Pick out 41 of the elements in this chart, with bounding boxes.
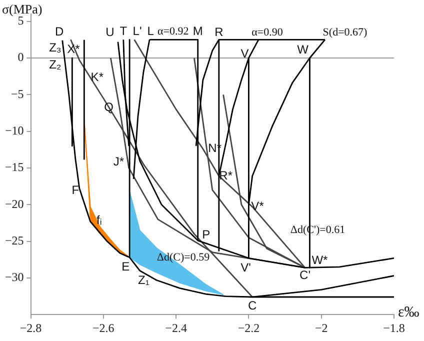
annotation: W* [312,252,328,267]
annotation: F [72,183,80,198]
annotation: M [192,24,203,38]
annotation: V [240,46,249,61]
annotation: Z₃ [49,40,62,54]
annotation: U [106,25,114,40]
annotation: P [202,228,210,242]
annotation: α=0.90 [252,26,284,39]
annotation: fᵢ [96,213,102,228]
annotation: R* [219,168,233,182]
y-tick-label: −25 [4,233,24,248]
annotation: V* [251,199,264,214]
annotation: Z₂ [49,57,62,72]
annotation: S(d=0.67) [322,26,368,39]
annotation: α=0.92 [158,26,189,38]
x-tick-label: −2.8 [20,320,42,335]
y-tick-label: 0 [18,50,24,64]
annotation: R [214,24,224,39]
annotation: Z₁ [138,272,150,287]
annotation: K* [90,70,104,84]
annotation: W [297,42,310,56]
annotation: D [55,24,64,39]
x-tick-label: −2 [314,320,328,335]
y-tick-label: −30 [4,270,24,284]
annotation: T [120,24,128,38]
annotation: E [122,260,130,274]
annotation: L' [132,24,142,38]
y-tick-label: −20 [4,196,24,211]
annotation: L [147,24,154,38]
annotation: J* [113,154,124,168]
x-tick-label: −2.6 [92,320,114,335]
annotation: C' [300,268,310,282]
annotation: C [248,298,258,312]
x-tick-label: −1.8 [383,320,405,335]
y-tick-label: −15 [4,160,24,174]
x-tick-label: −2.2 [238,320,260,335]
y-tick-label: −5 [10,86,24,101]
x-tick-label: −2.4 [165,320,187,335]
annotation: V' [240,260,251,274]
y-tick-label: −10 [4,123,24,138]
x-axis-title: ε‰ [398,304,420,321]
